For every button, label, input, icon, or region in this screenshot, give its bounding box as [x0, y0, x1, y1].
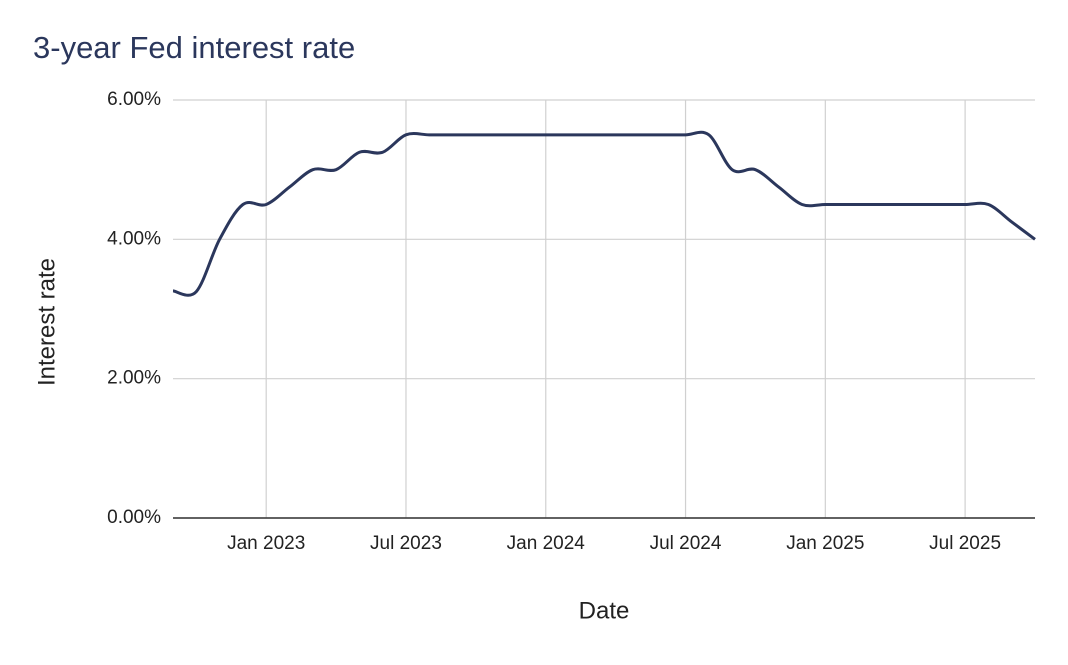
y-tick-label: 4.00%	[107, 228, 161, 249]
x-tick-label: Jul 2023	[370, 533, 442, 554]
line-series	[172, 130, 1036, 297]
y-axis-title: Interest rate	[33, 258, 60, 386]
chart-title: 3-year Fed interest rate	[33, 30, 355, 65]
x-tick-label: Jan 2025	[786, 533, 864, 554]
x-axis-title: Date	[579, 597, 630, 624]
x-tick-label: Jan 2023	[227, 533, 305, 554]
y-tick-label: 0.00%	[107, 507, 161, 528]
x-tick-label: Jul 2025	[929, 533, 1001, 554]
x-tick-label: Jul 2024	[650, 533, 722, 554]
y-tick-label: 6.00%	[107, 89, 161, 110]
x-tick-label: Jan 2024	[507, 533, 586, 554]
y-tick-label: 2.00%	[107, 368, 161, 389]
